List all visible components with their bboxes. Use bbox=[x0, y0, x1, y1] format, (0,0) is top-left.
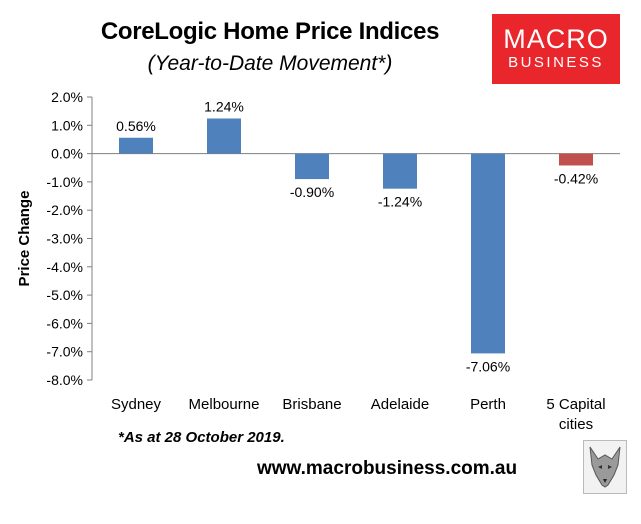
chart-title: CoreLogic Home Price Indices bbox=[100, 18, 440, 45]
macrobusiness-logo: MACRO BUSINESS bbox=[492, 14, 620, 84]
y-tick-label: -6.0% bbox=[46, 315, 83, 331]
y-tick-label: -8.0% bbox=[46, 372, 83, 388]
category-label: Melbourne bbox=[189, 396, 260, 413]
y-tick-label: -7.0% bbox=[46, 344, 83, 360]
data-label: -0.90% bbox=[290, 184, 334, 200]
wolf-icon bbox=[583, 440, 627, 494]
y-tick-label: -5.0% bbox=[46, 287, 83, 303]
bar bbox=[471, 153, 505, 354]
data-label: 0.56% bbox=[116, 118, 156, 134]
y-tick-label: -1.0% bbox=[46, 174, 83, 190]
y-tick-label: 1.0% bbox=[51, 117, 83, 133]
y-tick-label: 2.0% bbox=[51, 89, 83, 105]
category-label: Perth bbox=[470, 396, 506, 413]
category-label: Brisbane bbox=[282, 396, 341, 413]
website-url: www.macrobusiness.com.au bbox=[257, 458, 518, 479]
category-label: Adelaide bbox=[371, 396, 429, 413]
logo-line-macro: MACRO bbox=[503, 24, 609, 54]
footnote: *As at 28 October 2019. bbox=[118, 429, 285, 446]
bar bbox=[119, 137, 153, 154]
bar bbox=[207, 118, 241, 154]
category-label: cities bbox=[559, 416, 593, 433]
y-tick-label: -4.0% bbox=[46, 259, 83, 275]
chart-subtitle: (Year-to-Date Movement*) bbox=[147, 52, 393, 75]
data-label: -1.24% bbox=[378, 194, 422, 210]
bar bbox=[383, 153, 417, 189]
data-label: -7.06% bbox=[466, 358, 510, 374]
bar bbox=[295, 153, 329, 180]
data-label: -0.42% bbox=[554, 170, 598, 186]
category-label: 5 Capital bbox=[546, 396, 605, 413]
bar bbox=[559, 153, 593, 166]
y-tick-label: 0.0% bbox=[51, 146, 83, 162]
category-label: Sydney bbox=[111, 396, 162, 413]
y-tick-label: -2.0% bbox=[46, 202, 83, 218]
logo-line-business: BUSINESS bbox=[508, 54, 604, 71]
data-label: 1.24% bbox=[204, 99, 244, 115]
y-tick-label: -3.0% bbox=[46, 231, 83, 247]
y-axis-title: Price Change bbox=[16, 191, 33, 287]
